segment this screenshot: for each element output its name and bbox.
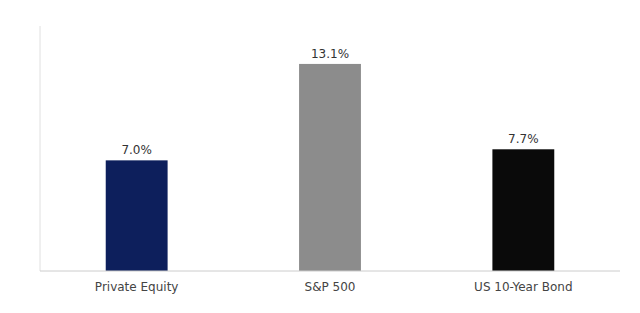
- x-tick-label: S&P 500: [305, 280, 356, 294]
- bars: [106, 64, 555, 271]
- y-axis-line: [40, 26, 41, 271]
- data-label: 7.0%: [121, 143, 152, 157]
- chart-svg: 7.0% 13.1% 7.7% Private Equity S&P 500 US 10-…: [0, 0, 640, 313]
- data-label: 7.7%: [508, 132, 539, 146]
- data-labels: 7.0% 13.1% 7.7%: [121, 47, 538, 157]
- x-tick-label: Private Equity: [95, 280, 179, 294]
- x-tick-label: US 10-Year Bond: [474, 280, 572, 294]
- x-tick-labels: Private Equity S&P 500 US 10-Year Bond: [95, 280, 573, 294]
- page: {"chart_data": {"type": "bar", "categori…: [0, 0, 640, 313]
- x-axis-line: [40, 271, 620, 272]
- bar: [106, 160, 168, 271]
- chart-container: 7.0% 13.1% 7.7% Private Equity S&P 500 US 10-…: [0, 0, 640, 313]
- bar: [492, 149, 554, 271]
- data-label: 13.1%: [311, 47, 349, 61]
- bar: [299, 64, 361, 271]
